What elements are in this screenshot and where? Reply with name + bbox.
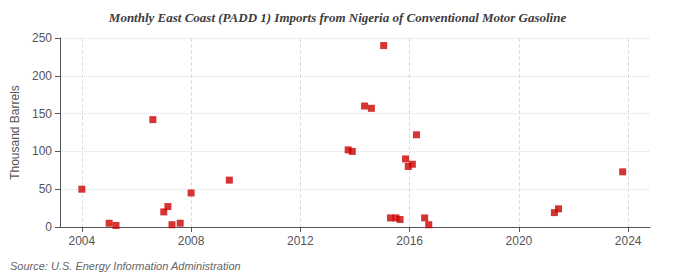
svg-text:Thousand Barrels: Thousand Barrels — [8, 85, 22, 180]
svg-text:50: 50 — [39, 182, 53, 196]
svg-text:2016: 2016 — [396, 234, 423, 248]
svg-text:2008: 2008 — [178, 234, 205, 248]
svg-text:2024: 2024 — [615, 234, 642, 248]
svg-text:2012: 2012 — [287, 234, 314, 248]
svg-text:2020: 2020 — [506, 234, 533, 248]
svg-text:0: 0 — [45, 220, 52, 234]
svg-text:2004: 2004 — [69, 234, 96, 248]
svg-text:100: 100 — [32, 144, 52, 158]
svg-text:250: 250 — [32, 31, 52, 45]
svg-text:Source: U.S. Energy Informatio: Source: U.S. Energy Information Administ… — [10, 260, 241, 272]
svg-text:200: 200 — [32, 69, 52, 83]
svg-text:150: 150 — [32, 107, 52, 121]
svg-text:Monthly East Coast (PADD 1) Im: Monthly East Coast (PADD 1) Imports from… — [108, 10, 567, 25]
